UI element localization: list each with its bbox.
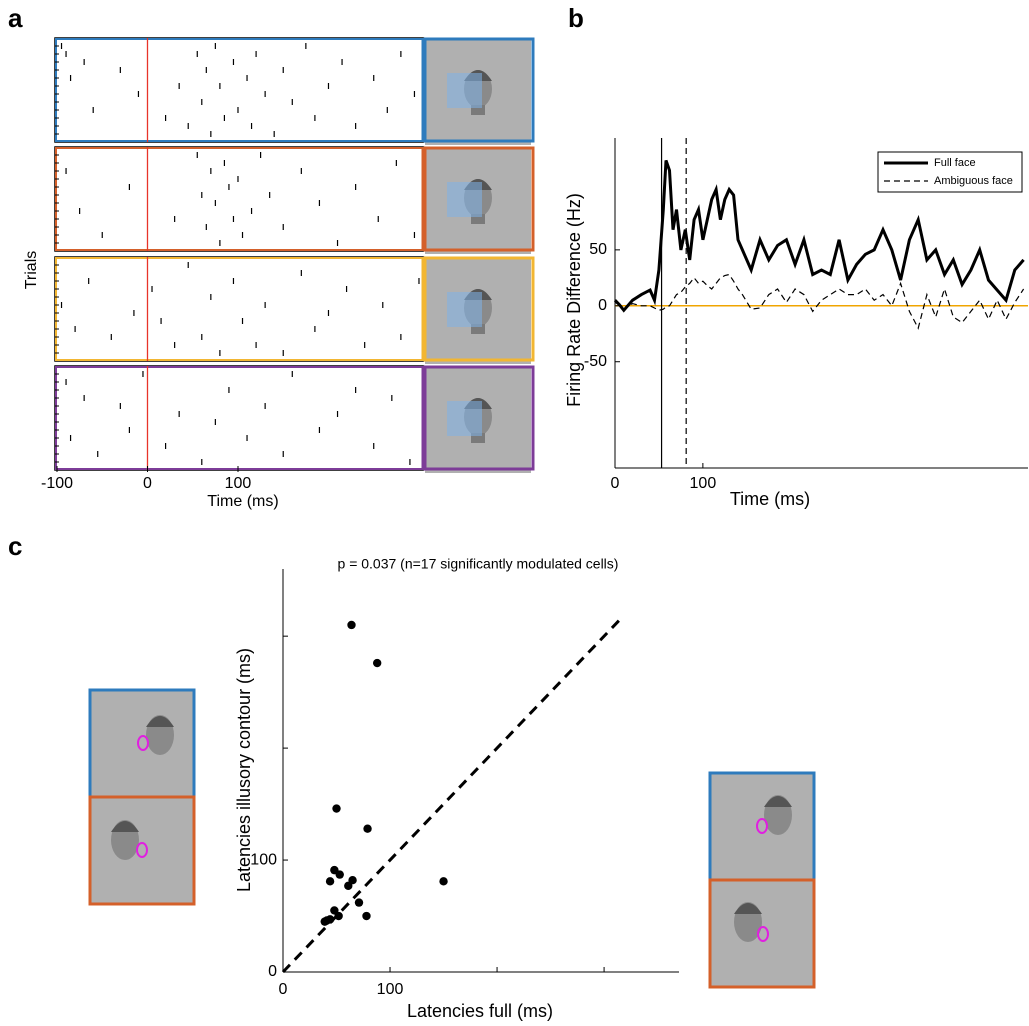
x-tick-label: 0	[279, 981, 288, 998]
raster-color-frame	[55, 366, 424, 470]
y-axis-label: Firing Rate Difference (Hz)	[564, 193, 584, 407]
y-axis-label: Trials	[23, 251, 40, 290]
point	[372, 658, 382, 668]
face-overlay	[447, 73, 482, 108]
raster-color-frame	[55, 147, 424, 251]
point	[362, 911, 371, 921]
legend-label: Ambiguous face	[934, 175, 1013, 187]
panel-letter: b	[568, 3, 584, 33]
x-axis-label: Latencies full (ms)	[407, 1001, 553, 1021]
y-tick-label: -50	[584, 353, 607, 370]
face-stimulus	[423, 37, 535, 145]
x-tick-label: -100	[41, 475, 73, 492]
raster-frame	[54, 365, 425, 471]
face-frame	[423, 146, 535, 252]
point	[348, 876, 357, 885]
face-overlay	[447, 182, 482, 217]
point	[332, 804, 341, 813]
series-line	[613, 159, 1025, 313]
raster-color-frame	[55, 257, 424, 361]
face-overlay	[447, 292, 482, 327]
x-tick-label: 100	[690, 475, 717, 492]
face-stimuli-c	[88, 688, 816, 989]
chart-title: p = 0.037 (n=17 significantly modulated …	[338, 556, 619, 572]
x-axis-label: Time (ms)	[207, 493, 278, 510]
x-axis-label: Time (ms)	[730, 489, 810, 509]
point	[347, 620, 356, 630]
face-overlay	[447, 401, 482, 436]
y-tick-label: 50	[589, 241, 607, 258]
raster-color-frame	[55, 38, 424, 142]
point	[325, 877, 335, 886]
raster-frame	[54, 256, 425, 362]
face-stimulus	[423, 146, 535, 254]
identity-line	[281, 618, 622, 974]
point	[320, 917, 329, 926]
legend-box	[877, 151, 1023, 193]
raster-frame	[54, 146, 425, 252]
x-tick-label: 0	[611, 475, 620, 492]
point	[335, 870, 344, 879]
y-tick-label: 0	[598, 297, 607, 314]
face-frame	[423, 37, 535, 143]
x-tick-label: 100	[225, 475, 252, 492]
point	[354, 898, 364, 907]
panel-letter: c	[8, 531, 22, 561]
legend-label: Full face	[934, 157, 976, 169]
point	[363, 824, 372, 833]
raster-frame	[54, 37, 425, 143]
face-frame	[423, 256, 535, 362]
point	[334, 911, 343, 921]
y-tick-label: 0	[268, 963, 277, 980]
panel-letter: a	[8, 3, 23, 33]
face-stimulus	[423, 256, 535, 364]
face-stimulus	[423, 365, 535, 473]
y-tick-label: 100	[250, 851, 277, 868]
x-tick-label: 0	[143, 475, 152, 492]
x-tick-label: 100	[377, 981, 404, 998]
y-axis-label: Latencies illusory contour (ms)	[234, 648, 254, 892]
point	[439, 877, 448, 886]
face-frame	[423, 365, 535, 471]
series-line	[614, 273, 1025, 330]
